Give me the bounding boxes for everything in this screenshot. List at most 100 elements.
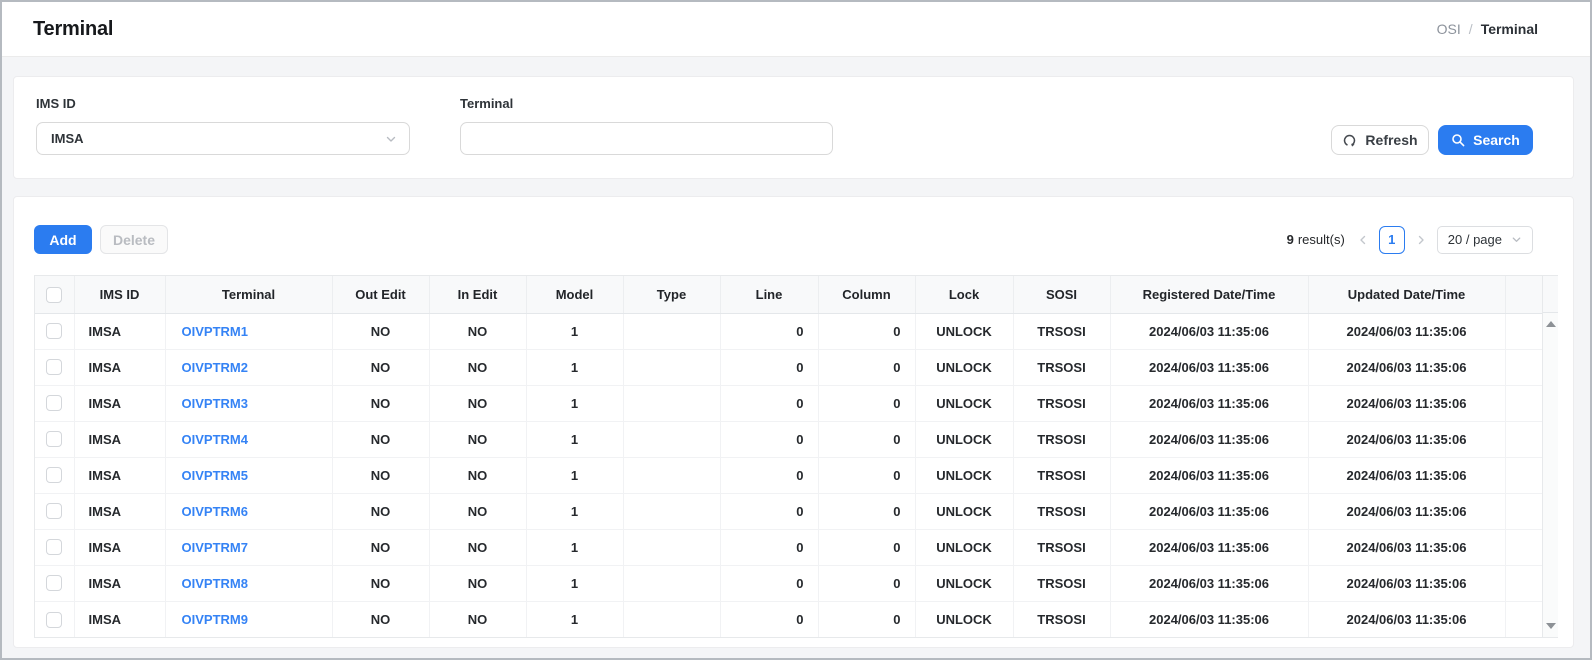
cell-checkbox [35,421,75,458]
filter-buttons: Refresh Search [1331,125,1533,155]
cell-checkbox [35,313,75,350]
scroll-down-icon[interactable] [1545,623,1556,629]
terminal-input[interactable] [460,122,833,155]
cell-line: 0 [720,529,819,566]
breadcrumb-parent[interactable]: OSI [1436,21,1461,37]
cell-type [623,421,721,458]
cell-column: 0 [818,349,916,386]
scroll-up-icon[interactable] [1545,321,1556,327]
terminal-link[interactable]: OIVPTRM3 [181,395,248,411]
ims-id-select[interactable]: IMSA [36,122,410,155]
table-toolbar: Add Delete 9 result(s) 1 20 / page [34,225,1558,254]
terminal-link[interactable]: OIVPTRM9 [181,611,248,627]
cell-out-edit: NO [332,349,430,386]
cell-type [623,529,721,566]
previous-page-icon[interactable] [1358,235,1368,245]
terminal-link[interactable]: OIVPTRM8 [181,575,248,591]
cell-checkbox [35,385,75,422]
row-checkbox[interactable] [46,611,63,628]
refresh-button[interactable]: Refresh [1331,125,1429,155]
cell-updated: 2024/06/03 11:35:06 [1308,601,1506,637]
cell-updated: 2024/06/03 11:35:06 [1308,565,1506,602]
cell-updated: 2024/06/03 11:35:06 [1308,493,1506,530]
cell-sosi: TRSOSI [1013,349,1111,386]
terminal-link[interactable]: OIVPTRM2 [181,359,248,375]
cell-ims-id: IMSA [74,457,166,494]
row-checkbox[interactable] [46,359,63,376]
cell-model: 1 [526,313,624,350]
terminal-link[interactable]: OIVPTRM6 [181,503,248,519]
column-header-out-edit: Out Edit [332,276,430,314]
result-count: 9 result(s) [1287,232,1345,247]
cell-ims-id: IMSA [74,349,166,386]
cell-column: 0 [818,493,916,530]
cell-line: 0 [720,565,819,602]
cell-registered: 2024/06/03 11:35:06 [1110,313,1309,350]
scrollbar-track[interactable] [1543,313,1558,637]
cell-terminal: OIVPTRM5 [165,457,333,494]
cell-terminal: OIVPTRM6 [165,493,333,530]
column-header-column: Column [818,276,916,314]
column-header-terminal: Terminal [165,276,333,314]
delete-button[interactable]: Delete [100,225,168,254]
page-size-value: 20 / page [1447,232,1502,247]
terminal-link[interactable]: OIVPTRM4 [181,431,248,447]
row-checkbox[interactable] [46,503,63,520]
cell-checkbox [35,565,75,602]
add-button[interactable]: Add [34,225,92,254]
cell-model: 1 [526,421,624,458]
cell-in-edit: NO [429,457,527,494]
cell-updated: 2024/06/03 11:35:06 [1308,529,1506,566]
cell-registered: 2024/06/03 11:35:06 [1110,385,1309,422]
cell-sosi: TRSOSI [1013,457,1111,494]
search-button[interactable]: Search [1438,125,1533,155]
cell-ims-id: IMSA [74,565,166,602]
table-panel: Add Delete 9 result(s) 1 20 / page [13,196,1574,648]
cell-lock: UNLOCK [915,385,1014,422]
row-checkbox[interactable] [46,575,63,592]
row-checkbox[interactable] [46,539,63,556]
refresh-icon [1342,133,1357,148]
cell-column: 0 [818,529,916,566]
table-row: IMSA OIVPTRM6 NO NO 1 0 0 UNLOCK TRSOSI 2024/06/0… [35,493,1542,530]
cell-sosi: TRSOSI [1013,493,1111,530]
row-checkbox[interactable] [46,467,63,484]
column-header-lock: Lock [915,276,1014,314]
cell-model: 1 [526,529,624,566]
row-checkbox[interactable] [46,395,63,412]
select-all-checkbox[interactable] [46,286,63,303]
row-checkbox[interactable] [46,431,63,448]
cell-model: 1 [526,565,624,602]
scrollbar-header-spacer [1543,276,1558,313]
column-header-model: Model [526,276,624,314]
cell-checkbox [35,457,75,494]
table-row: IMSA OIVPTRM9 NO NO 1 0 0 UNLOCK TRSOSI 2024/06/0… [35,601,1542,637]
terminal-link[interactable]: OIVPTRM1 [181,323,248,339]
cell-filler [1505,493,1542,530]
cell-type [623,313,721,350]
cell-updated: 2024/06/03 11:35:06 [1308,421,1506,458]
row-checkbox[interactable] [46,323,63,340]
cell-filler [1505,457,1542,494]
result-count-suffix: result(s) [1297,232,1345,247]
column-header-registered-date-time: Registered Date/Time [1110,276,1309,314]
cell-in-edit: NO [429,385,527,422]
cell-ims-id: IMSA [74,601,166,637]
cell-filler [1505,313,1542,350]
table-scrollbar[interactable] [1542,276,1558,637]
next-page-icon[interactable] [1416,235,1426,245]
cell-terminal: OIVPTRM7 [165,529,333,566]
terminal-link[interactable]: OIVPTRM7 [181,539,248,555]
cell-model: 1 [526,601,624,637]
table-row: IMSA OIVPTRM8 NO NO 1 0 0 UNLOCK TRSOSI 2024/06/0… [35,565,1542,602]
ims-id-selected-value: IMSA [51,131,84,146]
cell-type [623,601,721,637]
ims-id-label: IMS ID [36,96,76,111]
cell-updated: 2024/06/03 11:35:06 [1308,313,1506,350]
current-page-button[interactable]: 1 [1378,225,1405,254]
terminal-link[interactable]: OIVPTRM5 [181,467,248,483]
cell-in-edit: NO [429,493,527,530]
page-size-select[interactable]: 20 / page [1436,225,1533,254]
cell-registered: 2024/06/03 11:35:06 [1110,601,1309,637]
